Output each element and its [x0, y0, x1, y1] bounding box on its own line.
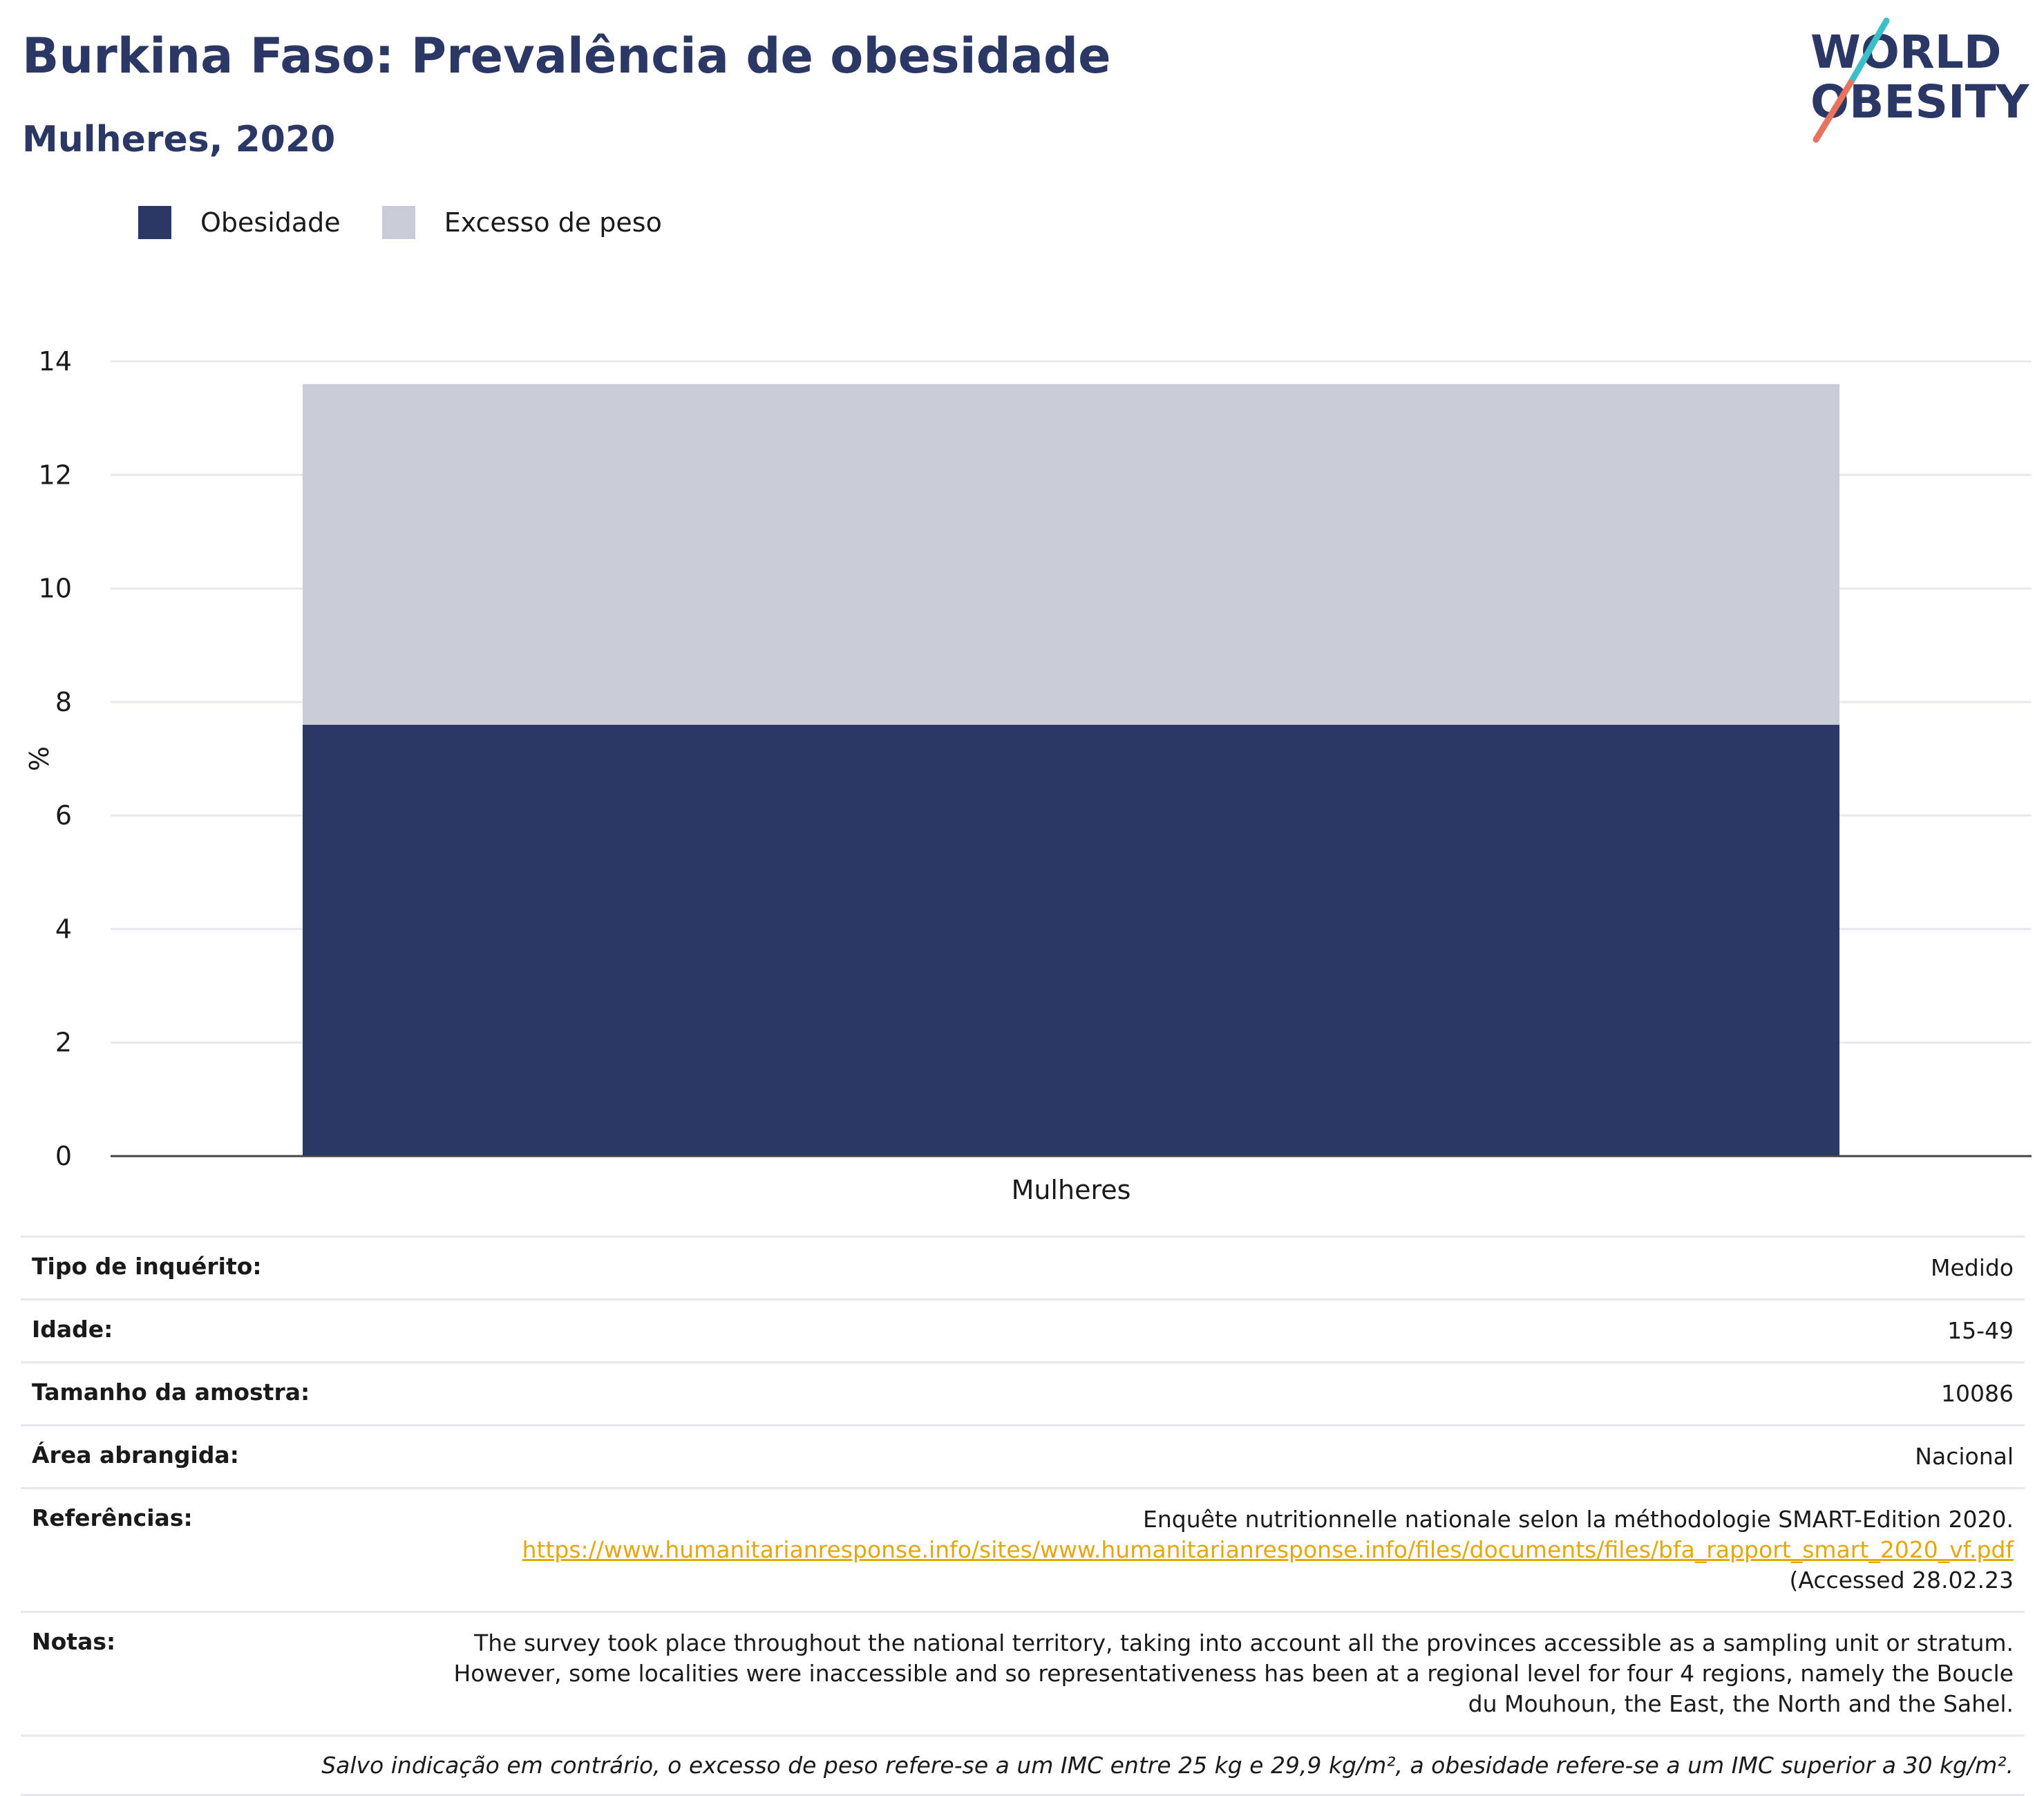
y-tick-label: 6	[55, 800, 72, 831]
info-table: Tipo de inquérito: Medido Idade: 15-49 T…	[21, 1236, 2025, 1796]
bar-segment-obesidade	[303, 724, 1839, 1156]
info-value: Nacional	[1915, 1443, 2014, 1470]
y-tick-label: 14	[39, 346, 72, 377]
info-row-age: Idade: 15-49	[21, 1298, 2025, 1361]
info-row-notes: Notas: The survey took place throughout …	[21, 1611, 2025, 1734]
logo-slash-teal	[1847, 17, 1890, 86]
notes-line: du Mouhoun, the East, the North and the …	[1468, 1690, 2014, 1717]
info-row-footnote: Salvo indicação em contrário, o excesso …	[21, 1734, 2025, 1796]
y-tick-label: 8	[55, 687, 72, 717]
references-value: Enquête nutritionnelle nationale selon l…	[522, 1504, 2014, 1596]
logo-line2: OBESITY	[1810, 75, 2030, 129]
y-tick-label: 10	[39, 574, 72, 604]
notes-line: However, some localities were inaccessib…	[453, 1660, 2014, 1687]
y-tick-label: 0	[55, 1141, 72, 1171]
legend-item-excesso-de-peso[interactable]: Excesso de peso	[381, 206, 662, 239]
y-tick-label: 4	[55, 914, 72, 944]
info-label: Área abrangida:	[32, 1441, 239, 1468]
notes-line: The survey took place throughout the nat…	[474, 1629, 2014, 1656]
info-label: Referências:	[32, 1504, 193, 1531]
reference-link[interactable]: https://www.humanitarianresponse.info/si…	[522, 1536, 2014, 1563]
info-value: 10086	[1941, 1380, 2014, 1407]
info-label: Tipo de inquérito:	[32, 1253, 262, 1280]
info-label: Notas:	[32, 1628, 116, 1655]
legend-item-obesidade[interactable]: Obesidade	[138, 206, 341, 239]
y-tick-label: 2	[55, 1028, 72, 1058]
legend-label-excesso-de-peso: Excesso de peso	[444, 207, 662, 238]
y-tick-label: 12	[39, 460, 72, 490]
info-value: 15-49	[1947, 1317, 2014, 1344]
page-title: Burkina Faso: Prevalência de obesidade	[22, 28, 1111, 84]
info-row-survey-type: Tipo de inquérito: Medido	[21, 1236, 2025, 1298]
logo-line1: WORLD	[1810, 26, 2002, 79]
footnote: Salvo indicação em contrário, o excesso …	[321, 1752, 2014, 1779]
legend-swatch-excesso-de-peso	[381, 206, 415, 239]
reference-text: Enquête nutritionnelle nationale selon l…	[1143, 1506, 2014, 1533]
info-label: Tamanho da amostra:	[32, 1379, 310, 1406]
x-tick-label: Mulheres	[1012, 1175, 1131, 1205]
reference-accessed: (Accessed 28.02.23	[1789, 1567, 2014, 1594]
legend-swatch-obesidade	[138, 206, 171, 239]
bar-segment-excesso-de-peso	[303, 384, 1839, 725]
legend-label-obesidade: Obesidade	[200, 207, 341, 238]
info-row-area: Área abrangida: Nacional	[21, 1424, 2025, 1487]
info-row-references: Referências: Enquête nutritionnelle nati…	[21, 1487, 2025, 1611]
stacked-bar-chart: 0 2 4 6 8 10 12 14 Mulheres%	[24, 346, 2032, 1205]
info-value: Medido	[1930, 1254, 2014, 1281]
chart-legend: Obesidade Excesso de peso	[138, 206, 703, 239]
info-label: Idade:	[32, 1316, 113, 1343]
info-row-sample-size: Tamanho da amostra: 10086	[21, 1361, 2025, 1424]
notes-value: The survey took place throughout the nat…	[453, 1628, 2014, 1719]
y-axis-label: %	[24, 746, 55, 771]
logo-slash-coral	[1813, 79, 1854, 143]
world-obesity-logo: WORLD OBESITY	[1810, 17, 2030, 143]
page-subtitle: Mulheres, 2020	[22, 119, 336, 160]
